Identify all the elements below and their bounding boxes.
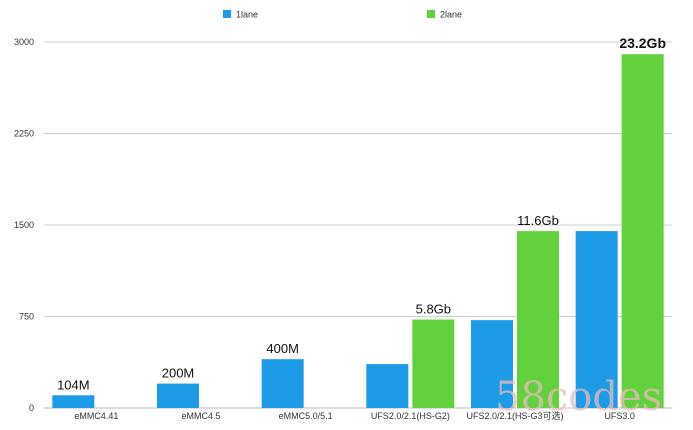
x-tick-label: UFS2.0/2.1(HS-G3可选)	[466, 410, 563, 421]
bar-1lane-1	[157, 383, 199, 408]
data-label: 23.2Gb	[619, 35, 666, 51]
y-tick-label: 750	[19, 312, 34, 322]
data-label: 400M	[266, 341, 299, 356]
bar-1lane-3	[366, 364, 409, 408]
y-tick-label: 0	[29, 403, 34, 413]
data-label: 11.6Gb	[517, 213, 559, 228]
x-tick-label: eMMC4.5	[181, 411, 220, 421]
bar-1lane-4	[471, 320, 513, 408]
bar-1lane-2	[261, 359, 304, 408]
bar-1lane-0	[52, 395, 95, 408]
data-label: 5.8Gb	[416, 302, 451, 317]
y-tick-label: 1500	[14, 220, 34, 230]
watermark: 58codes	[495, 374, 662, 420]
y-tick-label: 2250	[14, 129, 34, 139]
y-tick-label: 3000	[14, 37, 34, 47]
bar-1lane-5	[575, 231, 618, 408]
x-tick-label: UFS3.0	[604, 411, 635, 421]
bar-2lane-3	[412, 319, 455, 408]
legend-label: 2lane	[440, 10, 462, 20]
bar-2lane-4	[517, 231, 559, 408]
x-tick-label: eMMC4.41	[74, 411, 118, 421]
data-label: 104M	[57, 377, 90, 392]
legend-swatch-2lane	[427, 10, 435, 18]
x-tick-label: UFS2.0/2.1(HS-G2)	[371, 411, 450, 421]
legend-label: 1lane	[236, 10, 258, 20]
bar-2lane-5	[621, 54, 664, 408]
legend-swatch-1lane	[223, 10, 231, 18]
x-tick-label: eMMC5.0/5.1	[279, 411, 333, 421]
data-label: 200M	[162, 366, 195, 381]
